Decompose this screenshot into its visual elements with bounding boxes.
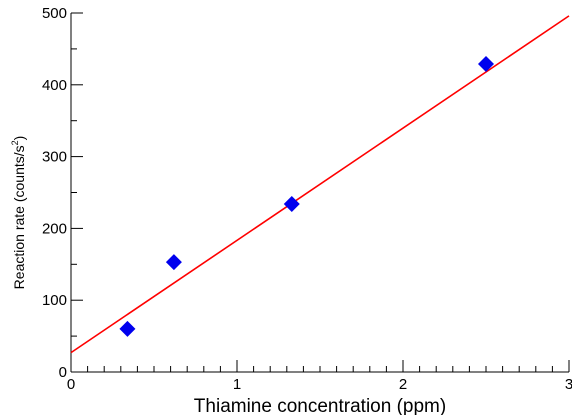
y-tick-label: 500	[42, 5, 67, 22]
x-axis-title: Thiamine concentration (ppm)	[194, 396, 446, 415]
y-tick-label: 300	[42, 149, 67, 166]
x-tick-label: 3	[565, 376, 572, 393]
data-point	[478, 55, 494, 72]
data-point	[283, 195, 300, 212]
x-tick-label: 1	[233, 376, 241, 393]
y-axis-title-main: Reaction rate (counts/s	[11, 145, 27, 289]
fit-line	[70, 15, 570, 354]
y-axis-ticks: 0 100 200 300 400 500	[42, 5, 83, 381]
y-tick-label: 0	[59, 364, 67, 381]
y-axis-title-close: )	[11, 136, 27, 141]
y-axis-title-superscript: 2	[10, 140, 20, 145]
x-tick-label: 0	[67, 376, 75, 393]
x-tick-label: 2	[399, 376, 407, 393]
y-tick-label: 400	[42, 77, 67, 94]
y-tick-label: 200	[42, 220, 67, 237]
data-point	[165, 254, 182, 271]
data-points	[119, 55, 494, 337]
y-tick-label: 100	[42, 292, 67, 309]
x-axis-ticks: 0 1 2 3	[67, 360, 572, 393]
plot-area: 0 100 200 300 400 500 0 1 2 3	[42, 5, 572, 393]
y-axis-title: Reaction rate (counts/s2)	[10, 136, 27, 290]
data-point	[119, 320, 136, 337]
